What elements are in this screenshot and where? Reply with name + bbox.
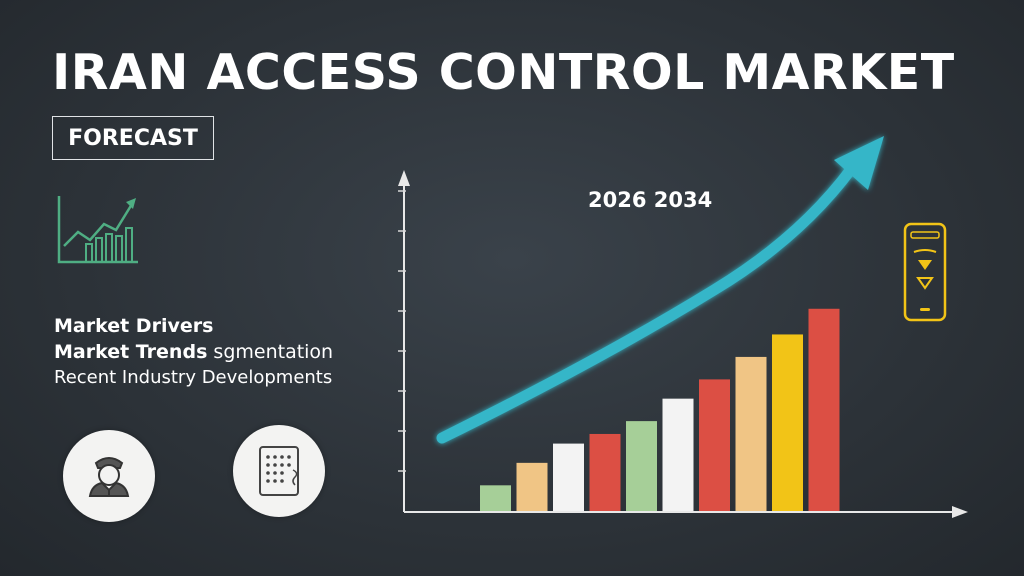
topic-market-drivers: Market Drivers xyxy=(54,315,214,337)
bar-5 xyxy=(626,421,657,511)
trend-arrow xyxy=(436,136,884,444)
forecast-badge: FORECAST xyxy=(52,116,214,160)
y-axis xyxy=(398,170,410,512)
chart-year-annotation: 2026 2034 xyxy=(588,188,713,212)
growth-chart-icon xyxy=(57,196,138,264)
bar-6 xyxy=(662,398,694,511)
y-axis-ticks xyxy=(398,190,406,472)
mobile-access-icon xyxy=(903,222,947,322)
topics-list: Market Drivers Market Trends sgmentation… xyxy=(54,313,333,391)
bar-7 xyxy=(699,379,730,511)
bars xyxy=(480,308,840,511)
bar-4 xyxy=(589,433,621,511)
bar-1 xyxy=(480,485,511,511)
bar-10 xyxy=(808,308,840,511)
keypad-icon xyxy=(233,425,325,517)
bar-8 xyxy=(735,356,767,511)
security-guard-icon xyxy=(63,430,155,522)
x-axis xyxy=(404,506,968,518)
page-title: IRAN ACCESS CONTROL MARKET xyxy=(52,44,955,101)
topic-recent-developments: Recent Industry Developments xyxy=(54,367,333,388)
bar-3 xyxy=(553,443,584,511)
topic-market-trends: Market Trends sgmentation xyxy=(54,339,333,365)
topic-segmentation: sgmentation xyxy=(207,341,334,363)
topic-market-trends-bold: Market Trends xyxy=(54,341,208,363)
bar-2 xyxy=(516,462,548,511)
bar-9 xyxy=(772,334,803,511)
